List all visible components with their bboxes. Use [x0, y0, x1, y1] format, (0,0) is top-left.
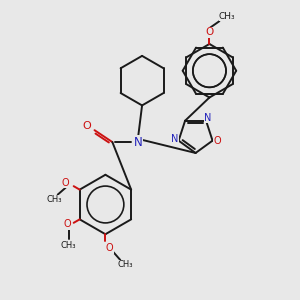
Text: N: N	[134, 136, 142, 148]
Text: CH₃: CH₃	[61, 241, 76, 250]
Text: O: O	[205, 27, 214, 37]
Text: O: O	[214, 136, 221, 146]
Text: CH₃: CH₃	[46, 195, 62, 204]
Text: CH₃: CH₃	[118, 260, 133, 269]
Text: O: O	[64, 219, 71, 229]
Text: O: O	[106, 243, 113, 253]
Text: N: N	[171, 134, 178, 144]
Text: N: N	[204, 113, 212, 123]
Text: O: O	[62, 178, 70, 188]
Text: O: O	[82, 121, 91, 131]
Text: CH₃: CH₃	[219, 12, 236, 21]
